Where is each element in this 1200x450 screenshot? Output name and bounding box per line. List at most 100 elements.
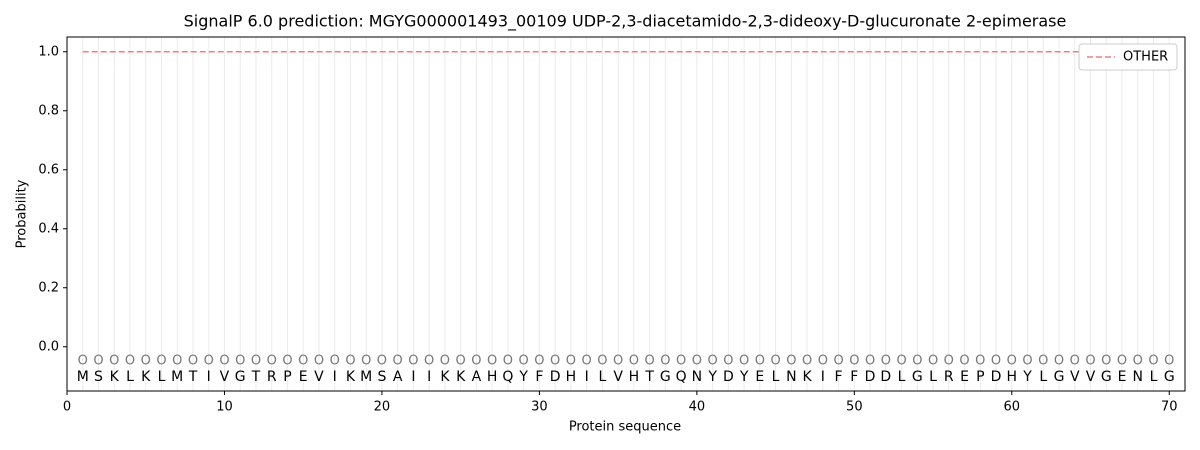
prediction-label: O <box>1133 353 1143 368</box>
residue-label: F <box>835 369 843 385</box>
prediction-label: O <box>1054 353 1064 368</box>
prediction-label: O <box>1101 353 1111 368</box>
prediction-label: O <box>172 353 182 368</box>
prediction-label: O <box>125 353 135 368</box>
residue-label: V <box>1086 369 1096 385</box>
residue-label: G <box>235 369 246 385</box>
residue-label: I <box>427 369 431 385</box>
residue-label: L <box>772 369 780 385</box>
prediction-label: O <box>156 353 166 368</box>
x-tick-label: 0 <box>63 400 71 415</box>
prediction-label: O <box>582 353 592 368</box>
prediction-label: O <box>1007 353 1017 368</box>
prediction-label: O <box>928 353 938 368</box>
y-tick-label: 0.0 <box>38 339 59 354</box>
prediction-label: O <box>519 353 529 368</box>
y-axis-label: Probability <box>15 179 30 248</box>
residue-label: N <box>692 369 702 385</box>
plot-frame <box>66 36 1186 392</box>
prediction-label: O <box>487 353 497 368</box>
prediction-label: O <box>109 353 119 368</box>
residue-label: L <box>1039 369 1047 385</box>
residue-label: D <box>865 369 876 385</box>
prediction-label: O <box>471 353 481 368</box>
residue-label: M <box>77 369 89 385</box>
prediction-label: O <box>818 353 828 368</box>
residue-label: I <box>333 369 337 385</box>
prediction-label: O <box>1022 353 1032 368</box>
x-tick-label: 70 <box>1161 400 1178 415</box>
residue-label: A <box>393 369 403 385</box>
residue-label: T <box>251 369 261 385</box>
prediction-label: O <box>188 353 198 368</box>
residue-label: V <box>613 369 623 385</box>
prediction-label: O <box>440 353 450 368</box>
residue-label: I <box>585 369 589 385</box>
residue-label: H <box>566 369 577 385</box>
x-tick-label: 10 <box>216 400 233 415</box>
residue-label: Q <box>502 369 513 385</box>
y-tick-label: 0.8 <box>38 103 59 118</box>
prediction-label: O <box>645 353 655 368</box>
residue-label: H <box>1007 369 1018 385</box>
prediction-label: O <box>849 353 859 368</box>
prediction-label: O <box>298 353 308 368</box>
residue-label: S <box>377 369 386 385</box>
residue-label: L <box>158 369 166 385</box>
prediction-label: O <box>676 353 686 368</box>
residue-label: I <box>411 369 415 385</box>
prediction-label: O <box>755 353 765 368</box>
residue-label: D <box>880 369 891 385</box>
prediction-label: O <box>1117 353 1127 368</box>
residue-label: H <box>487 369 498 385</box>
prediction-label: O <box>345 353 355 368</box>
prediction-label: O <box>975 353 985 368</box>
legend-box <box>1078 43 1178 71</box>
residue-label: K <box>440 369 450 385</box>
residue-label: G <box>660 369 671 385</box>
residue-label: K <box>456 369 466 385</box>
residue-label: G <box>1054 369 1065 385</box>
prediction-label: O <box>408 353 418 368</box>
residue-label: I <box>821 369 825 385</box>
prediction-label: O <box>802 353 812 368</box>
prediction-label: O <box>456 353 466 368</box>
prediction-label: O <box>597 353 607 368</box>
prediction-label: O <box>739 353 749 368</box>
legend-label: OTHER <box>1123 50 1168 65</box>
residue-label: N <box>786 369 796 385</box>
residue-label: F <box>850 369 858 385</box>
prediction-label: O <box>314 353 324 368</box>
prediction-label: O <box>692 353 702 368</box>
y-tick-label: 1.0 <box>38 44 59 59</box>
residue-label: T <box>644 369 654 385</box>
residue-label: Y <box>1022 369 1032 385</box>
prediction-label: O <box>786 353 796 368</box>
prediction-label: O <box>377 353 387 368</box>
residue-label: L <box>126 369 134 385</box>
residue-label: E <box>1118 369 1127 385</box>
prediction-label: O <box>1164 353 1174 368</box>
residue-label: E <box>755 369 764 385</box>
chart-title: SignalP 6.0 prediction: MGYG000001493_00… <box>184 12 1067 32</box>
residue-label: K <box>802 369 812 385</box>
residue-label: V <box>220 369 230 385</box>
prediction-label: O <box>93 353 103 368</box>
y-tick-label: 0.4 <box>38 221 59 236</box>
residue-label: Y <box>518 369 528 385</box>
prediction-label: O <box>424 353 434 368</box>
x-tick-label: 50 <box>846 400 863 415</box>
prediction-label: O <box>393 353 403 368</box>
residue-label: M <box>171 369 183 385</box>
residue-label: F <box>535 369 543 385</box>
prediction-label: O <box>707 353 717 368</box>
residue-label: L <box>1150 369 1158 385</box>
residue-label: D <box>723 369 734 385</box>
residue-label: K <box>110 369 120 385</box>
residue-label: L <box>929 369 937 385</box>
prediction-label: O <box>503 353 513 368</box>
x-tick-label: 30 <box>531 400 548 415</box>
prediction-label: O <box>282 353 292 368</box>
prediction-label: O <box>251 353 261 368</box>
